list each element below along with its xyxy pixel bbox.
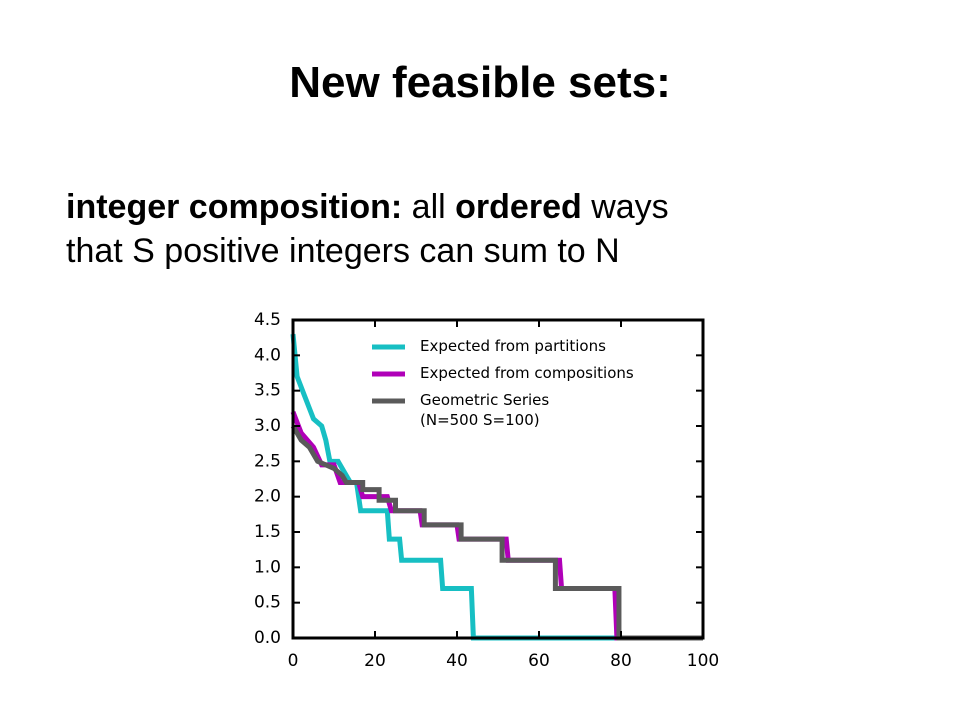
legend-label: Expected from partitions <box>420 337 606 355</box>
x-tick-label: 60 <box>528 651 550 671</box>
plot-frame <box>291 318 705 640</box>
x-tick-label: 100 <box>687 651 719 671</box>
text-line: that S positive integers can sum to N <box>66 229 669 273</box>
y-tick-label: 2.5 <box>254 451 281 471</box>
series-line <box>290 333 703 641</box>
text-run: that S positive integers can sum to N <box>66 232 620 270</box>
text-run: integer composition: <box>66 188 403 226</box>
y-tick-label: 3.5 <box>254 381 281 401</box>
text-line: integer composition: all ordered ways <box>66 185 669 229</box>
series-line <box>290 424 703 641</box>
text-run: ordered <box>455 188 582 226</box>
y-tick-label: 0.0 <box>254 628 281 648</box>
legend-label: Geometric Series (N=500 S=100) <box>420 391 550 429</box>
text-run: all <box>402 188 456 226</box>
y-tick-label: 1.5 <box>254 522 281 542</box>
y-tick-label: 2.0 <box>254 487 281 507</box>
x-tick-label: 0 <box>288 651 299 671</box>
legend: Expected from partitions Expected from co… <box>420 336 634 430</box>
text-run: ways <box>581 188 669 226</box>
series-line <box>290 410 703 641</box>
slide-body: integer composition: all ordered ways tha… <box>66 185 669 273</box>
y-tick-label: 4.5 <box>254 310 281 330</box>
x-tick-label: 20 <box>364 651 386 671</box>
y-tick-label: 4.0 <box>254 345 281 365</box>
y-tick-label: 0.5 <box>254 593 281 613</box>
x-tick-label: 80 <box>610 651 632 671</box>
y-tick-label: 3.0 <box>254 416 281 436</box>
slide-title: New feasible sets: <box>289 58 671 107</box>
y-tick-label: 1.0 <box>254 557 281 577</box>
legend-label: Expected from compositions <box>420 364 634 382</box>
x-tick-label: 40 <box>446 651 468 671</box>
